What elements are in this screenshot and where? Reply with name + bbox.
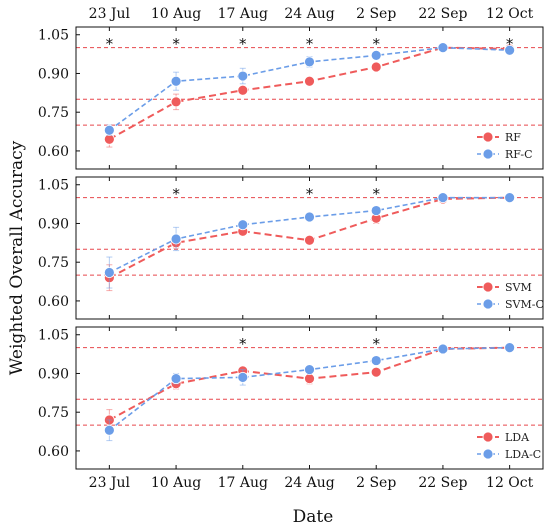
data-point xyxy=(370,366,382,378)
data-point xyxy=(103,267,115,278)
series-LDA-C xyxy=(103,342,516,442)
x-tick-label-bottom: 23 Jul xyxy=(89,475,131,491)
x-tick-label-top: 23 Jul xyxy=(89,6,131,22)
legend-label: RF-C xyxy=(505,148,533,161)
series-SVM-C xyxy=(103,192,516,289)
x-tick-label-bottom: 2 Sep xyxy=(356,475,396,491)
y-tick-label: 0.90 xyxy=(38,66,69,82)
significance-marker: * xyxy=(106,35,114,53)
legend-label: LDA xyxy=(505,431,530,444)
data-point xyxy=(103,124,115,136)
top-tick-labels: 23 Jul 10 Aug 17 Aug 24 Aug 2 Sep 22 Sep 12 Oc… xyxy=(89,6,534,22)
data-point xyxy=(370,61,382,73)
data-point xyxy=(437,343,449,355)
x-tick-label-bottom: 22 Sep xyxy=(418,475,467,491)
y-tick-label: 0.90 xyxy=(38,366,69,382)
panels: 0.60 0.75 0.90 1.05 * * * * * * RF RF-C 0.60 0.75 0.90… xyxy=(38,26,544,470)
data-point xyxy=(304,364,315,376)
data-point xyxy=(304,75,315,87)
y-tick-label: 0.90 xyxy=(38,216,69,232)
y-tick-label: 0.60 xyxy=(38,444,69,460)
series-SVM xyxy=(103,192,516,292)
data-point xyxy=(103,424,115,436)
significance-marker: * xyxy=(239,35,247,53)
legend-label: SVM xyxy=(505,281,532,294)
significance-marker: * xyxy=(372,185,380,203)
data-point xyxy=(437,42,449,54)
chart-panel-1: 0.60 0.75 0.90 1.05 * * * * * * RF RF-C xyxy=(38,26,544,170)
x-tick-label-bottom: 24 Aug xyxy=(284,475,334,491)
data-point xyxy=(170,96,182,108)
data-point xyxy=(370,50,382,61)
significance-marker: * xyxy=(506,35,514,53)
y-tick-label: 0.75 xyxy=(38,105,69,121)
legend-marker xyxy=(482,448,494,460)
legend-label: SVM-C xyxy=(505,298,544,311)
x-tick-label-bottom: 10 Aug xyxy=(151,475,201,491)
legend-label: LDA-C xyxy=(505,448,541,461)
x-tick-label-top: 2 Sep xyxy=(356,6,396,22)
x-tick-label-bottom: 17 Aug xyxy=(218,475,268,491)
y-tick-label: 0.60 xyxy=(38,144,69,160)
data-point xyxy=(170,233,182,245)
legend-marker xyxy=(482,148,494,160)
chart-panel-2: 0.60 0.75 0.90 1.05 * * * SVM SVM-C xyxy=(38,176,544,320)
data-point xyxy=(304,373,315,385)
data-point xyxy=(237,219,249,231)
y-tick-label: 0.60 xyxy=(38,294,69,310)
x-tick-label-top: 10 Aug xyxy=(151,6,201,22)
significance-marker: * xyxy=(306,185,314,203)
chart-panel-3: 0.60 0.75 0.90 1.05 * * LDA LDA-C xyxy=(38,326,544,470)
legend-marker xyxy=(482,131,494,143)
data-point xyxy=(304,56,315,68)
legend-marker xyxy=(482,298,494,310)
data-point xyxy=(504,44,516,56)
x-tick-label-bottom: 12 Oct xyxy=(486,475,534,491)
data-point xyxy=(370,355,382,366)
data-point xyxy=(504,192,516,204)
y-tick-label: 1.05 xyxy=(38,28,69,44)
data-point xyxy=(304,211,315,223)
legend-label: RF xyxy=(505,131,521,144)
data-point xyxy=(237,371,249,383)
data-point xyxy=(304,234,315,246)
y-tick-label: 0.75 xyxy=(38,405,69,421)
legend-marker xyxy=(482,281,494,293)
y-tick-label: 1.05 xyxy=(38,178,69,194)
significance-marker: * xyxy=(306,35,314,53)
x-tick-label-top: 22 Sep xyxy=(418,6,467,22)
x-tick-label-top: 17 Aug xyxy=(218,6,268,22)
series-RF-C xyxy=(103,42,516,136)
data-point xyxy=(170,373,182,385)
y-tick-label: 1.05 xyxy=(38,328,69,344)
y-axis-label: Weighted Overall Accuracy xyxy=(7,140,27,375)
bottom-tick-labels: 23 Jul 10 Aug 17 Aug 24 Aug 2 Sep 22 Sep 12 Oc… xyxy=(89,475,534,491)
data-point xyxy=(237,84,249,96)
significance-marker: * xyxy=(372,35,380,53)
significance-marker: * xyxy=(372,335,380,353)
data-point xyxy=(170,75,182,87)
series-line-LDA-C xyxy=(108,346,510,431)
series-LDA xyxy=(103,342,516,431)
data-point xyxy=(504,342,516,354)
data-point xyxy=(437,192,449,204)
significance-marker: * xyxy=(239,335,247,353)
y-tick-label: 0.75 xyxy=(38,255,69,271)
significance-marker: * xyxy=(172,185,180,203)
x-tick-label-top: 12 Oct xyxy=(486,6,534,22)
data-point xyxy=(370,205,382,216)
legend-marker xyxy=(482,431,494,443)
data-point xyxy=(237,70,249,82)
x-axis-label: Date xyxy=(293,507,334,527)
x-tick-label-top: 24 Aug xyxy=(284,6,334,22)
significance-marker: * xyxy=(172,35,180,53)
